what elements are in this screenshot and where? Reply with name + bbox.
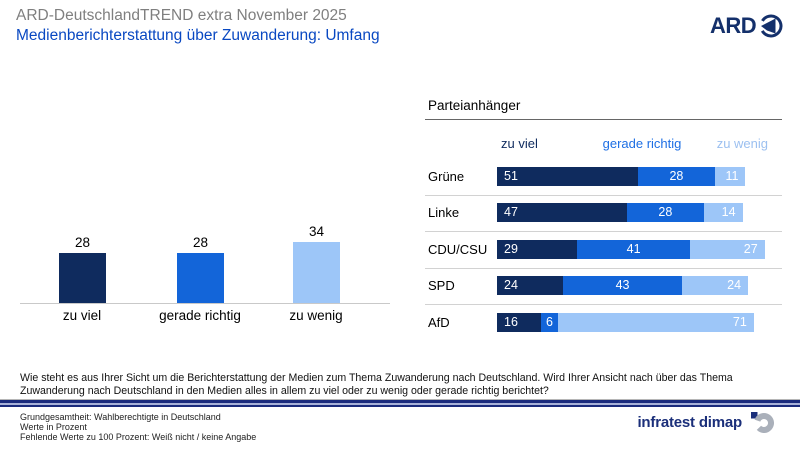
column-header-zu-wenig: zu wenig (716, 136, 768, 151)
bar-group-gerade-richtig: 28 (177, 235, 224, 303)
party-label: Linke (428, 205, 460, 220)
segment-zu-viel: 47 (497, 203, 627, 222)
infratest-dimap-logo: infratest dimap (637, 411, 774, 433)
party-chart-title: Parteianhänger (428, 98, 521, 113)
segment-gerade-richtig: 28 (637, 167, 716, 186)
segment-zu-wenig: 24 (681, 276, 749, 295)
bar-gerade-richtig (177, 253, 224, 303)
bar-group-zu-viel: 28 (59, 235, 106, 303)
party-label: AfD (428, 315, 450, 330)
bar-value: 28 (74, 235, 91, 250)
segment-zu-wenig: 27 (690, 240, 765, 259)
segment-gerade-richtig: 6 (541, 313, 558, 332)
report-suptitle: ARD-DeutschlandTREND extra November 2025 (16, 7, 347, 24)
segment-gerade-richtig: 28 (626, 203, 704, 222)
footnote-line: Werte in Prozent (20, 422, 87, 433)
party-stacked-chart: Parteianhänger zu viel gerade richtig zu… (425, 98, 782, 348)
stacked-bar: 24 43 24 (497, 276, 749, 295)
bar-group-zu-wenig: 34 (293, 224, 340, 303)
stacked-bar: 47 28 14 (497, 203, 743, 222)
segment-gerade-richtig: 41 (577, 240, 691, 259)
stacked-bar: 29 41 27 (497, 240, 765, 259)
footnote-line: Grundgesamtheit: Wahlberechtigte in Deut… (20, 412, 221, 422)
footnote-line: Fehlende Werte zu 100 Prozent: Weiß nich… (20, 432, 257, 443)
page-title: Medienberichterstattung über Zuwanderung… (16, 27, 380, 44)
party-label: SPD (428, 278, 455, 293)
stacked-bar: 51 28 11 (497, 167, 746, 186)
ard-logo-text: ARD (710, 13, 757, 38)
segment-zu-viel: 51 (497, 167, 638, 186)
segment-zu-wenig: 71 (557, 313, 754, 332)
bar-zu-viel (59, 253, 106, 303)
bar-zu-wenig (293, 242, 340, 303)
survey-question: Wie steht es aus Ihrer Sicht um die Beri… (20, 372, 733, 397)
infratest-dimap-text: infratest dimap (637, 413, 742, 431)
stacked-bar: 16 6 71 (497, 313, 754, 332)
bar-value: 34 (308, 224, 325, 239)
party-row-spd: SPD 24 43 24 (428, 276, 782, 295)
overall-bar-chart: 28 28 34 zu viel gerade richtig zu wenig (20, 224, 390, 328)
segment-zu-wenig: 14 (703, 203, 743, 222)
party-row-afd: AfD 16 6 71 (428, 313, 782, 332)
party-label: CDU/CSU (428, 242, 488, 257)
bar-label-gerade-richtig: gerade richtig (159, 308, 241, 323)
party-label: Grüne (428, 169, 465, 184)
party-title-underline (425, 119, 782, 120)
segment-zu-viel: 29 (497, 240, 577, 259)
row-separator (425, 268, 782, 269)
column-header-zu-viel: zu viel (501, 136, 538, 151)
ard-one-icon (759, 14, 783, 38)
segment-zu-wenig: 11 (715, 167, 746, 186)
bar-label-zu-wenig: zu wenig (289, 308, 343, 323)
segment-zu-viel: 16 (497, 313, 542, 332)
chart-baseline (20, 303, 390, 304)
bar-label-zu-viel: zu viel (62, 308, 102, 323)
party-row-cducsu: CDU/CSU 29 41 27 (428, 240, 782, 259)
ard-logo: ARD (710, 13, 783, 39)
segment-gerade-richtig: 43 (563, 276, 682, 295)
infratest-dimap-icon (751, 412, 774, 433)
footer-divider (0, 399, 800, 407)
party-row-gruene: Grüne 51 28 11 (428, 167, 782, 186)
column-header-gerade-richtig: gerade richtig (602, 136, 682, 151)
bar-value: 28 (192, 235, 209, 250)
segment-zu-viel: 24 (497, 276, 564, 295)
footnotes: Grundgesamtheit: Wahlberechtigte in Deut… (20, 412, 256, 443)
row-separator (425, 304, 782, 305)
row-separator (425, 231, 782, 232)
party-row-linke: Linke 47 28 14 (428, 203, 782, 222)
row-separator (425, 195, 782, 196)
